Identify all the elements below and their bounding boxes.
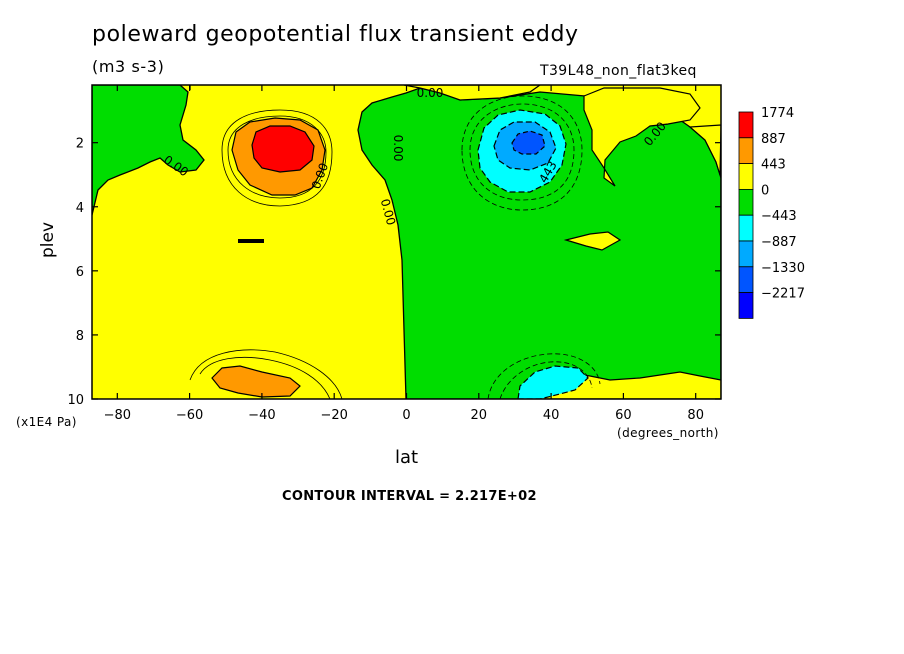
colorbar-swatch [738,137,754,165]
filled-contours [92,85,721,399]
colorbar-label: 0 [761,183,769,198]
colorbar-swatch [738,111,754,139]
contour-label: 0.00 [378,197,398,226]
contour-thin-3 [199,357,331,399]
x-axis-unit: (degrees_north) [617,426,719,440]
x-axis-label: lat [395,447,419,468]
contour-thin-neg-3 [487,353,601,399]
small-feature [238,239,264,243]
x-tick-label: −20 [320,408,347,423]
run-id-label: T39L48_non_flat3keq [540,63,697,79]
y-tick-label: 8 [76,329,84,344]
positive-pocket-top [403,85,542,101]
colorbar-swatch [738,266,754,293]
contour-label-text: 0.00 [417,86,444,100]
colorbar-label: −887 [761,235,797,250]
colorbar-swatch [738,214,754,242]
colorbar-label: 887 [761,132,786,147]
contour-label-text: 0.00 [378,197,398,226]
contour-surface-443 [211,365,301,398]
positive-pocket [583,87,701,187]
colorbar-label: 443 [761,158,786,173]
y-axis-unit: (x1E4 Pa) [16,415,77,429]
y-tick-label: 6 [76,265,84,280]
colorbar-label: −2217 [761,287,805,302]
colorbar-swatch [738,188,754,216]
negative-region-sh [92,85,205,216]
contour-neg-1330 [511,130,546,155]
positive-pocket-mid [563,231,622,251]
y-axis: 2 4 6 8 10 [67,137,721,408]
x-axis: −80 −60 −40 −20 0 20 40 60 80 [104,85,704,423]
contour-label-text: 0.00 [391,135,405,162]
contour-interval-label: CONTOUR INTERVAL = 2.217E+02 [282,489,537,504]
contour-thin-1 [221,109,333,207]
x-tick-label: 0 [402,408,410,423]
x-tick-label: 20 [471,408,488,423]
contour-label: 0.00 [417,86,444,100]
contour-surface-neg-443 [517,365,589,399]
colorbar-label: −443 [761,209,797,224]
contour-label: 0.00 [391,135,405,162]
contour-thin-neg-2 [461,95,583,211]
x-tick-label: −60 [176,408,203,423]
colorbar-label: −1330 [761,261,805,276]
contour-thin-4 [189,349,343,399]
y-tick-label: 2 [76,137,84,152]
x-tick-label: 80 [687,408,704,423]
contour-887 [251,125,315,173]
contour-thin-2 [227,115,327,199]
chart-title: poleward geopotential flux transient edd… [92,22,579,47]
x-tick-label: 60 [615,408,632,423]
colorbar-swatch [738,292,754,319]
y-tick-label: 10 [67,393,84,408]
x-tick-label: −40 [248,408,275,423]
colorbar: 1774 887 443 0 −443 −887 −1330 −2217 [738,106,805,319]
x-tick-label: 40 [543,408,560,423]
contour-thin-neg-4 [499,361,593,399]
x-tick-label: −80 [104,408,131,423]
y-tick-label: 4 [76,201,84,216]
colorbar-swatch [738,163,754,190]
colorbar-label: 1774 [761,106,794,121]
chart-units: (m3 s-3) [92,57,165,76]
colorbar-swatch [738,240,754,268]
contour-thin-neg-1 [469,103,575,201]
